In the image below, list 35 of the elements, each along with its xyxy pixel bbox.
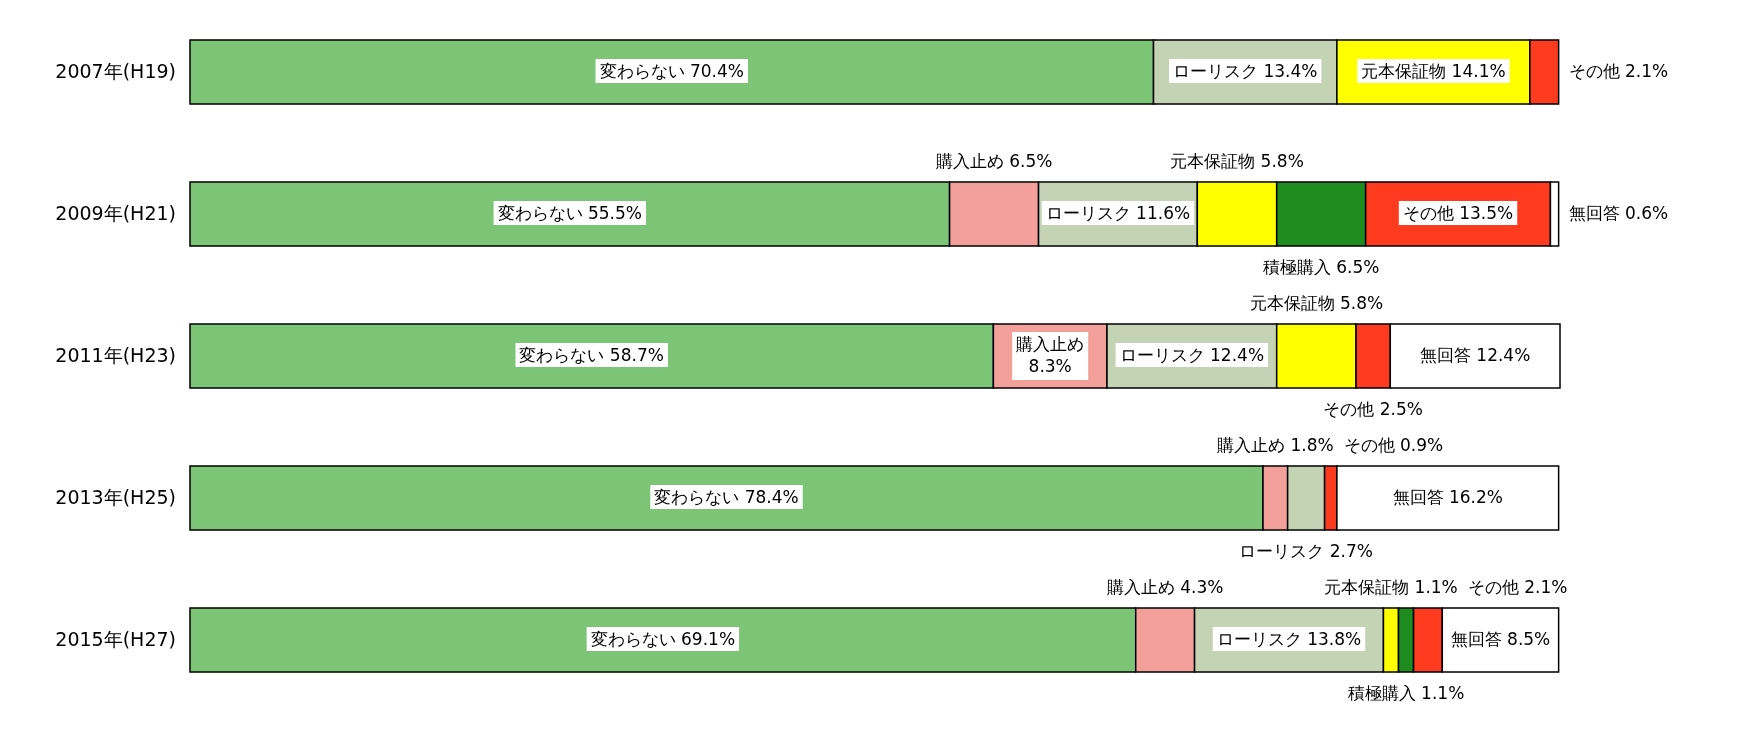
text: 変わらない 70.4% bbox=[599, 61, 744, 81]
text: 無回答 12.4% bbox=[1419, 345, 1531, 365]
text: 積極購入 6.5% bbox=[1262, 257, 1380, 277]
text: 無回答 16.2% bbox=[1392, 487, 1503, 507]
series-label: 購入止め bbox=[1016, 334, 1085, 354]
text: ローリスク 13.4% bbox=[1173, 61, 1318, 81]
text: 無回答 8.5% bbox=[1450, 629, 1551, 649]
y-tick-label: 2013年(H25) bbox=[55, 485, 176, 508]
text: ローリスク 2.7% bbox=[1239, 541, 1373, 561]
y-tick-label: 2007年(H19) bbox=[55, 59, 176, 82]
text: ローリスク 11.6% bbox=[1045, 203, 1191, 223]
text: その他 13.5% bbox=[1402, 203, 1514, 223]
text: その他 2.1% bbox=[1568, 61, 1669, 81]
text: 変わらない 69.1% bbox=[590, 629, 736, 649]
text: その他 2.1% bbox=[1467, 577, 1568, 597]
data-label: 8.3% bbox=[1028, 356, 1072, 376]
text: ローリスク 13.8% bbox=[1216, 629, 1362, 649]
text: 変わらない 55.5% bbox=[497, 203, 643, 223]
text: 元本保証物 5.8% bbox=[1249, 293, 1384, 313]
text: その他 2.5% bbox=[1323, 399, 1423, 419]
text: 積極購入 1.1% bbox=[1347, 683, 1465, 703]
text: その他 0.9% bbox=[1343, 435, 1444, 455]
text: 変わらない 78.4% bbox=[654, 487, 799, 507]
text: 無回答 0.6% bbox=[1568, 203, 1669, 223]
y-tick-label: 2009年(H21) bbox=[55, 201, 176, 224]
text: 元本保証物 14.1% bbox=[1361, 61, 1506, 81]
text: 変わらない 58.7% bbox=[519, 345, 664, 365]
text: 購入止め 1.8% bbox=[1217, 435, 1334, 455]
text: 購入止め 6.5% bbox=[935, 151, 1053, 171]
text: 元本保証物 1.1% bbox=[1324, 577, 1458, 597]
y-tick-label: 2011年(H23) bbox=[55, 343, 176, 366]
text: 元本保証物 5.8% bbox=[1170, 151, 1304, 171]
text: ローリスク 12.4% bbox=[1119, 345, 1265, 365]
y-tick-label: 2015年(H27) bbox=[55, 627, 176, 650]
text: 購入止め 4.3% bbox=[1106, 577, 1224, 597]
